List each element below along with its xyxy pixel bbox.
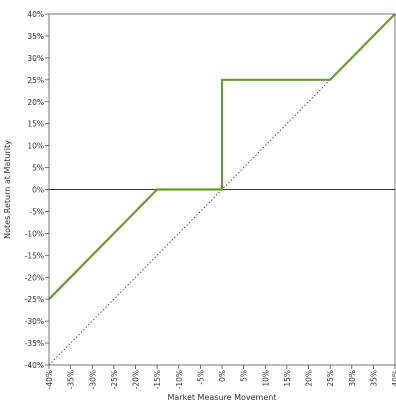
x-tick-label: 10% xyxy=(261,370,270,387)
x-tick-label: -10% xyxy=(175,370,184,389)
x-tick-label: 20% xyxy=(305,370,314,387)
y-tick-label: -20% xyxy=(25,273,44,282)
y-tick-label: -5% xyxy=(29,207,44,216)
y-tick-labels: -40% -35% -30% -25% -20% -15% -10% -5% 0% 5% 10% 15… xyxy=(25,10,44,370)
x-tick-label: 35% xyxy=(369,370,378,387)
x-tick-label: -35% xyxy=(67,370,76,389)
x-axis-label: Market Measure Movement xyxy=(168,393,277,402)
x-tick-label: -30% xyxy=(88,370,97,389)
y-tick-label: 25% xyxy=(27,76,44,85)
y-tick-label: 15% xyxy=(27,120,44,129)
y-tick-label: 20% xyxy=(27,98,44,107)
x-tick-label: -20% xyxy=(132,370,141,389)
notes-return-line xyxy=(48,13,396,300)
y-tick-label: -25% xyxy=(25,295,44,304)
y-tick-label: 35% xyxy=(27,32,44,41)
x-tick-label: -5% xyxy=(196,370,205,385)
y-tick-label: -30% xyxy=(25,317,44,326)
x-tick-label: 5% xyxy=(240,370,249,382)
x-tick-label: 15% xyxy=(283,370,292,387)
tick-marks xyxy=(45,13,396,369)
x-tick-label: -25% xyxy=(110,370,119,389)
x-tick-label: 30% xyxy=(348,370,357,387)
y-tick-label: 30% xyxy=(27,54,44,63)
x-tick-label: -15% xyxy=(153,370,162,389)
x-tick-label: 40% xyxy=(391,370,396,387)
y-axis-label: Notes Return at Maturity xyxy=(3,140,12,239)
x-tick-label: -40% xyxy=(45,370,54,389)
y-tick-label: -15% xyxy=(25,251,44,260)
y-tick-label: 0% xyxy=(32,186,44,195)
y-tick-label: -35% xyxy=(25,339,44,348)
y-tick-label: 10% xyxy=(27,142,44,151)
x-tick-label: 0% xyxy=(218,370,227,382)
y-tick-label: 40% xyxy=(27,10,44,19)
x-tick-label: 25% xyxy=(326,370,335,387)
series-layer xyxy=(48,13,396,366)
y-tick-label: -40% xyxy=(25,361,44,370)
x-tick-labels: -40% -35% -30% -25% -20% -15% -10% -5% 0% 5% 10% 15… xyxy=(45,370,396,389)
y-tick-label: 5% xyxy=(32,164,44,173)
plot-frame xyxy=(48,13,396,366)
y-tick-label: -10% xyxy=(25,229,44,238)
